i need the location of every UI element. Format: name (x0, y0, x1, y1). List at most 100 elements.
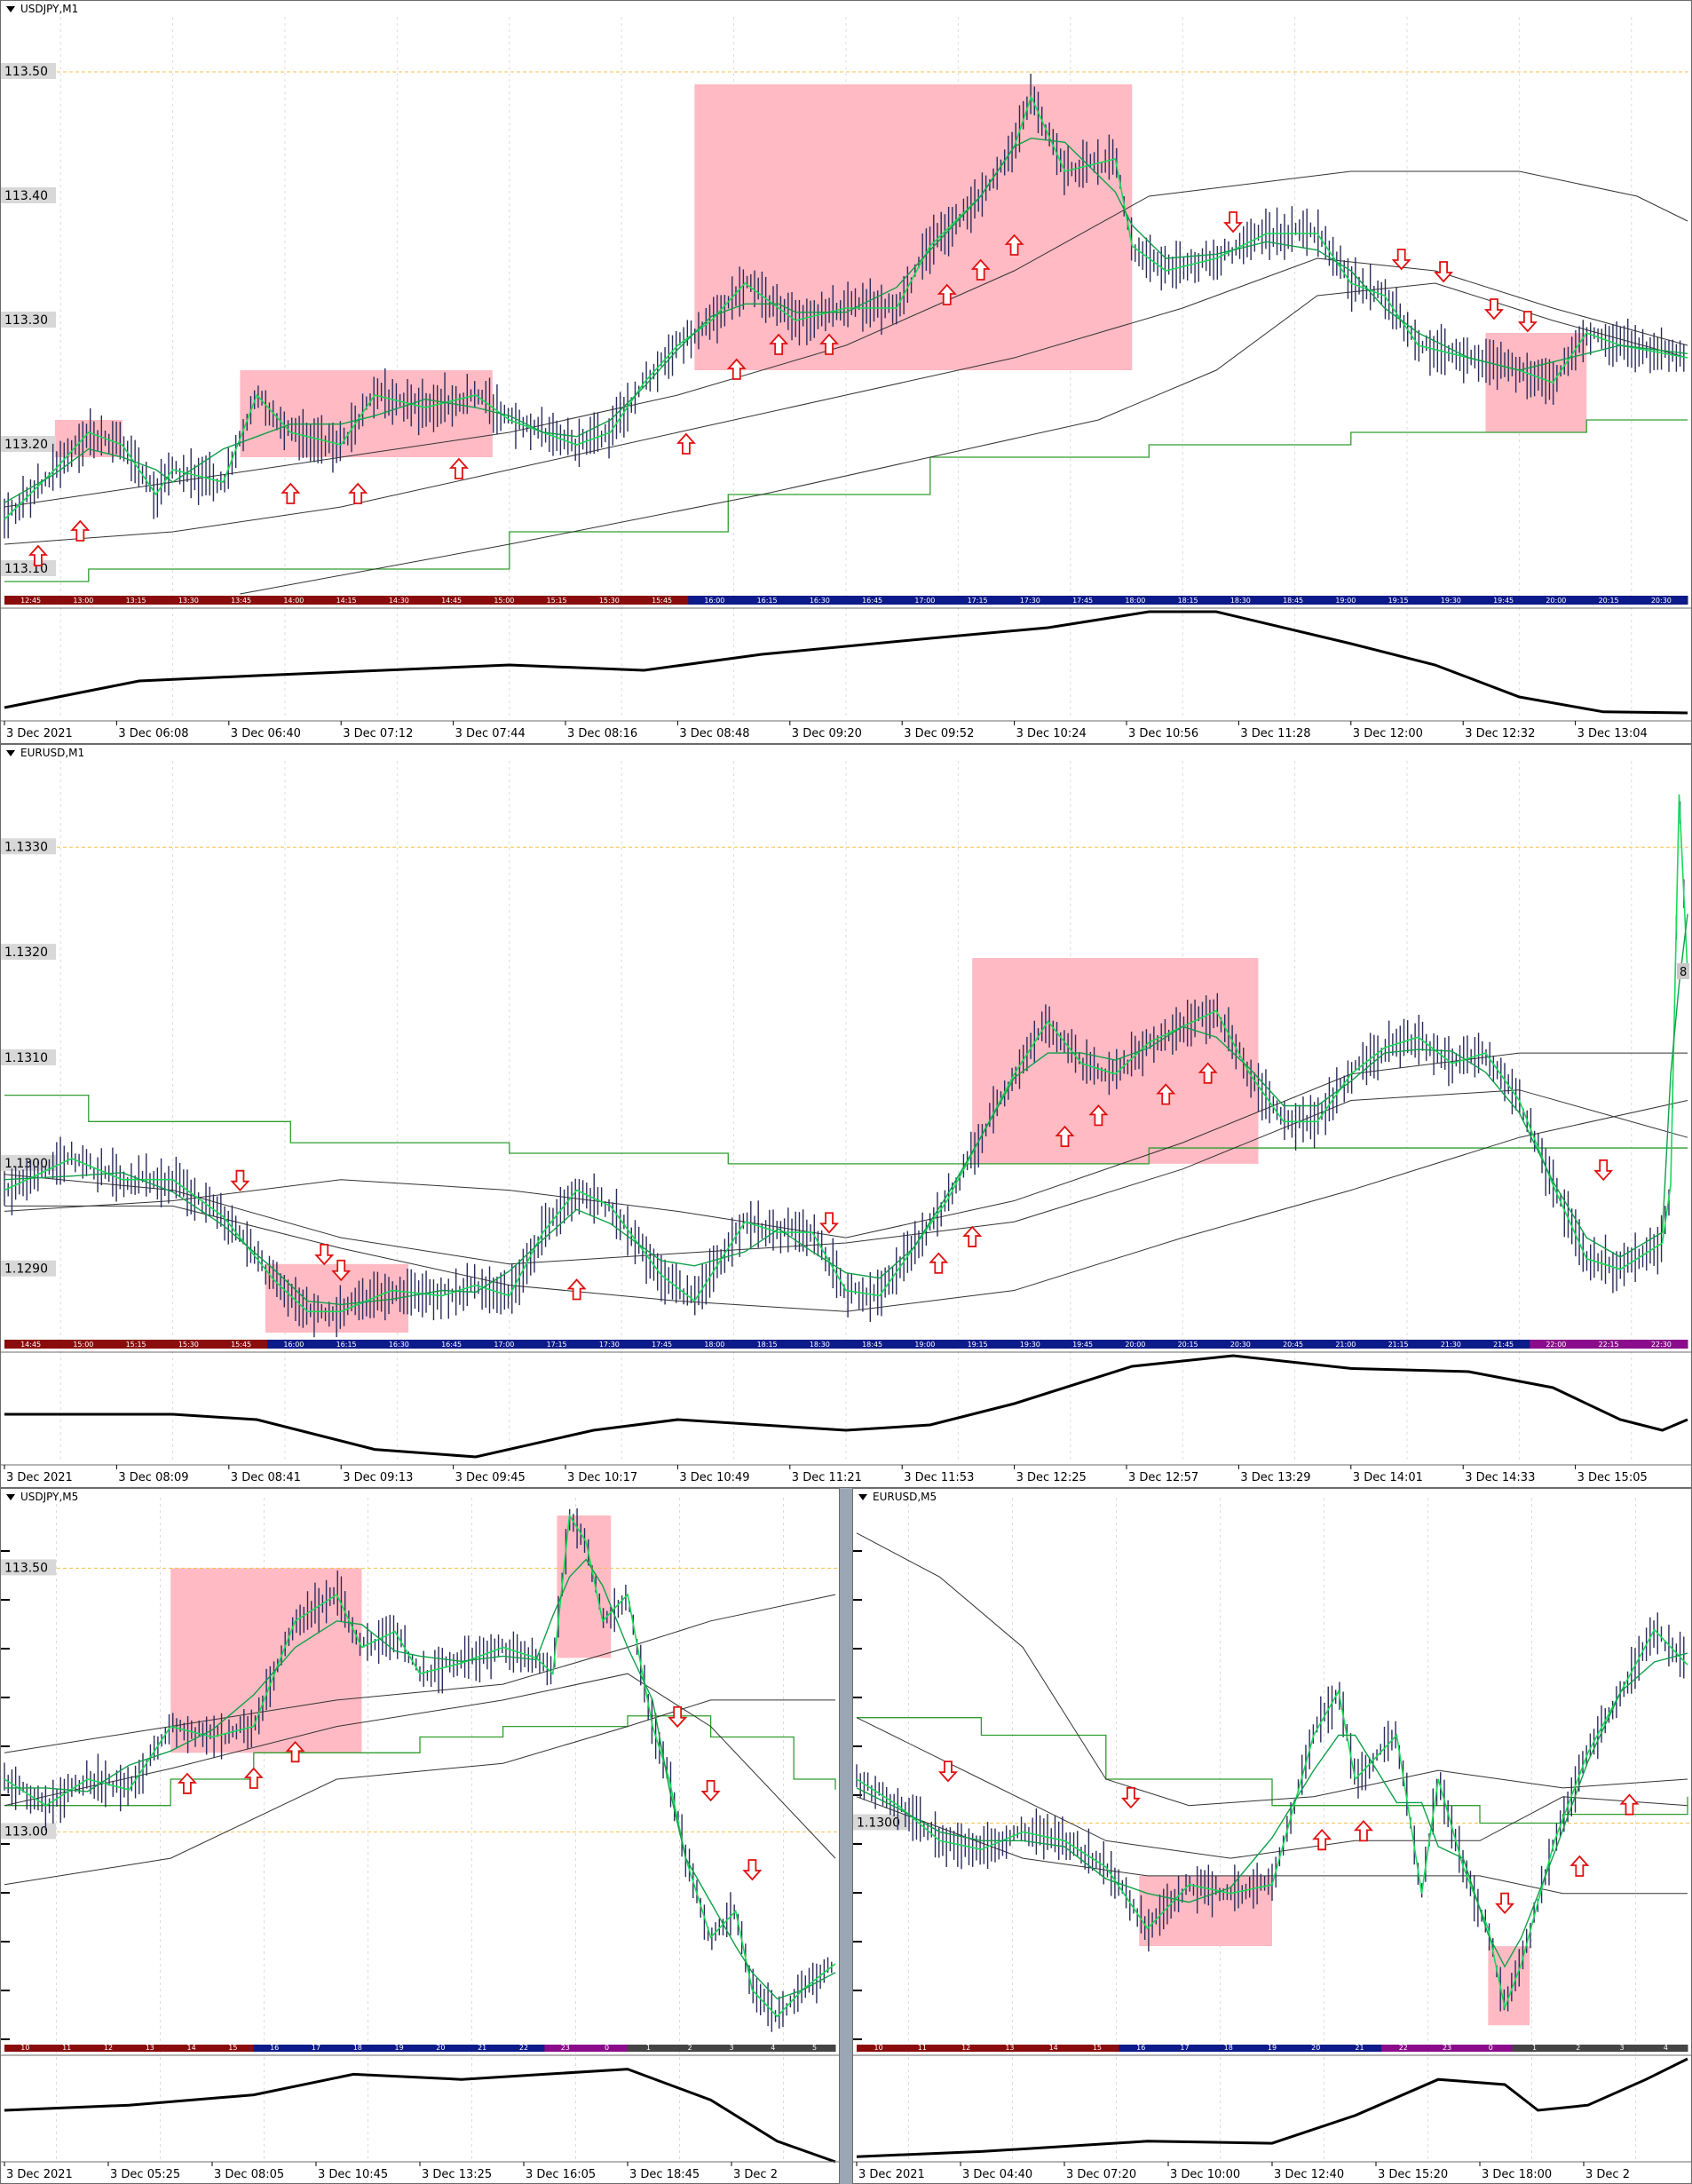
panel-splitter[interactable] (840, 1488, 852, 2184)
session-label: 16:00 (283, 1341, 304, 1349)
trailing-stop-line (4, 419, 1688, 582)
session-label: 2 (688, 2044, 692, 2052)
session-cell (478, 596, 531, 605)
session-label: 19:00 (1335, 597, 1356, 605)
session-strip: 10 11 12 13 14 15 16 17 18 19 20 21 22 23 0 1 2 3 4 5 (4, 2044, 836, 2052)
up-arrow-icon (962, 1225, 983, 1247)
session-label: 19:45 (1493, 597, 1514, 605)
down-arrow-icon (1495, 1892, 1515, 1914)
time-label: 3 Dec 12:25 (1016, 1471, 1087, 1484)
session-label: 20:45 (1283, 1341, 1303, 1349)
chart-eurusd-m1[interactable]: EURUSD,M1 1.1330 1.1320 1.1310 1.1300 1.1290… (0, 744, 1692, 1488)
time-label: 3 Dec 2021 (6, 2168, 73, 2181)
session-cell (944, 2045, 989, 2052)
down-arrow-icon (1517, 311, 1538, 333)
session-cell (1634, 596, 1688, 605)
down-arrow-icon (1391, 249, 1411, 271)
session-cell (320, 596, 374, 605)
down-arrow-icon (668, 1705, 688, 1729)
price-tick-label: 1.1320 (4, 946, 48, 960)
chart-title: USDJPY,M5 (20, 1491, 79, 1503)
time-label: 3 Dec 10:17 (567, 1471, 637, 1484)
price-tick-bg (1, 1049, 56, 1065)
session-cell (794, 2045, 836, 2052)
up-arrow-icon (1088, 1104, 1109, 1127)
session-label: 18:15 (1178, 597, 1198, 605)
session-cell (1381, 2045, 1426, 2052)
chart-menu-triangle-icon[interactable] (6, 1494, 15, 1500)
price-tick-label: 113.00 (4, 1824, 48, 1839)
session-cell (1319, 596, 1372, 605)
session-cell (1162, 2045, 1207, 2052)
session-label: 14:00 (283, 597, 304, 605)
session-label: 18:00 (1125, 597, 1145, 605)
price-tick-bg (1, 1260, 56, 1277)
up-arrow-icon (348, 482, 368, 504)
session-cell (372, 1340, 426, 1349)
time-label: 3 Dec 13:04 (1577, 727, 1648, 740)
chart-usdjpy-m5[interactable]: USDJPY,M5 113.50 113.00 10 11 12 13 14 15 16 17 18… (0, 1488, 840, 2184)
session-label: 15:30 (599, 597, 620, 605)
session-label: 14 (1049, 2044, 1058, 2052)
session-cell (502, 2045, 545, 2052)
chart-menu-triangle-icon[interactable] (6, 6, 15, 12)
time-label: 3 Dec 09:52 (904, 727, 974, 740)
session-cell (1477, 596, 1530, 605)
signal-arrows (230, 1062, 1614, 1301)
trailing-stop-line (4, 1715, 836, 1807)
time-label: 3 Dec 11:28 (1240, 727, 1310, 740)
down-arrow-icon (1434, 261, 1454, 283)
chart-menu-triangle-icon[interactable] (6, 750, 15, 756)
session-cell (793, 1340, 847, 1349)
session-label: 17:30 (1020, 597, 1040, 605)
session-cell (898, 596, 952, 605)
price-tick-bg (1, 1559, 56, 1576)
time-label: 3 Dec 07:20 (1066, 2168, 1136, 2181)
sma-line (4, 1699, 835, 1886)
price-tick-label: 113.40 (4, 189, 48, 203)
price-tick-label: 1.1330 (4, 840, 48, 854)
session-cell (336, 2045, 379, 2052)
session-label: 15:45 (231, 1341, 251, 1349)
up-arrow-icon (448, 457, 469, 479)
session-cell (109, 1340, 163, 1349)
down-arrow-icon (742, 1859, 763, 1881)
session-cell (1214, 1340, 1268, 1349)
session-cell (1643, 2045, 1688, 2052)
session-cell (740, 1340, 795, 1349)
session-cell (1032, 2045, 1076, 2052)
chart-usdjpy-m1[interactable]: USDJPY,M1 113.50 113.40 113.30 113.20 113.10… (0, 0, 1692, 744)
session-cell (4, 1340, 58, 1349)
chart-eurusd-m5[interactable]: EURUSD,M5 1.1300 10 11 12 13 14 15 16 17 18 19 20 21… (852, 1488, 1692, 2184)
time-label: 3 Dec 08:09 (118, 1471, 188, 1484)
oscillator-line (4, 1354, 1688, 1459)
session-label: 15 (1093, 2044, 1102, 2052)
chart-title: EURUSD,M1 (20, 747, 85, 759)
session-label: 20:15 (1599, 597, 1619, 605)
session-label: 15:30 (178, 1341, 199, 1349)
chart-menu-triangle-icon[interactable] (858, 1494, 867, 1500)
session-label: 21 (478, 2044, 486, 2052)
session-cell (951, 1340, 1005, 1349)
down-arrow-icon (1483, 298, 1504, 320)
session-label: 17 (312, 2044, 320, 2052)
price-tick-bg (1, 1823, 56, 1840)
session-label: 19:45 (1072, 1341, 1093, 1349)
session-cell (544, 2045, 587, 2052)
session-cell (582, 596, 636, 605)
signal-arrows (28, 211, 1538, 566)
session-label: 19 (395, 2044, 404, 2052)
up-arrow-icon (726, 358, 747, 380)
sma-line (856, 1532, 1688, 1807)
time-label: 3 Dec 08:05 (214, 2168, 284, 2181)
sma-line (4, 1100, 1688, 1312)
session-cell (1530, 1340, 1583, 1349)
price-tick-bg (1, 312, 56, 328)
session-label: 20 (436, 2044, 445, 2052)
highlight-box (1139, 1875, 1272, 1947)
session-label: 18 (353, 2044, 362, 2052)
